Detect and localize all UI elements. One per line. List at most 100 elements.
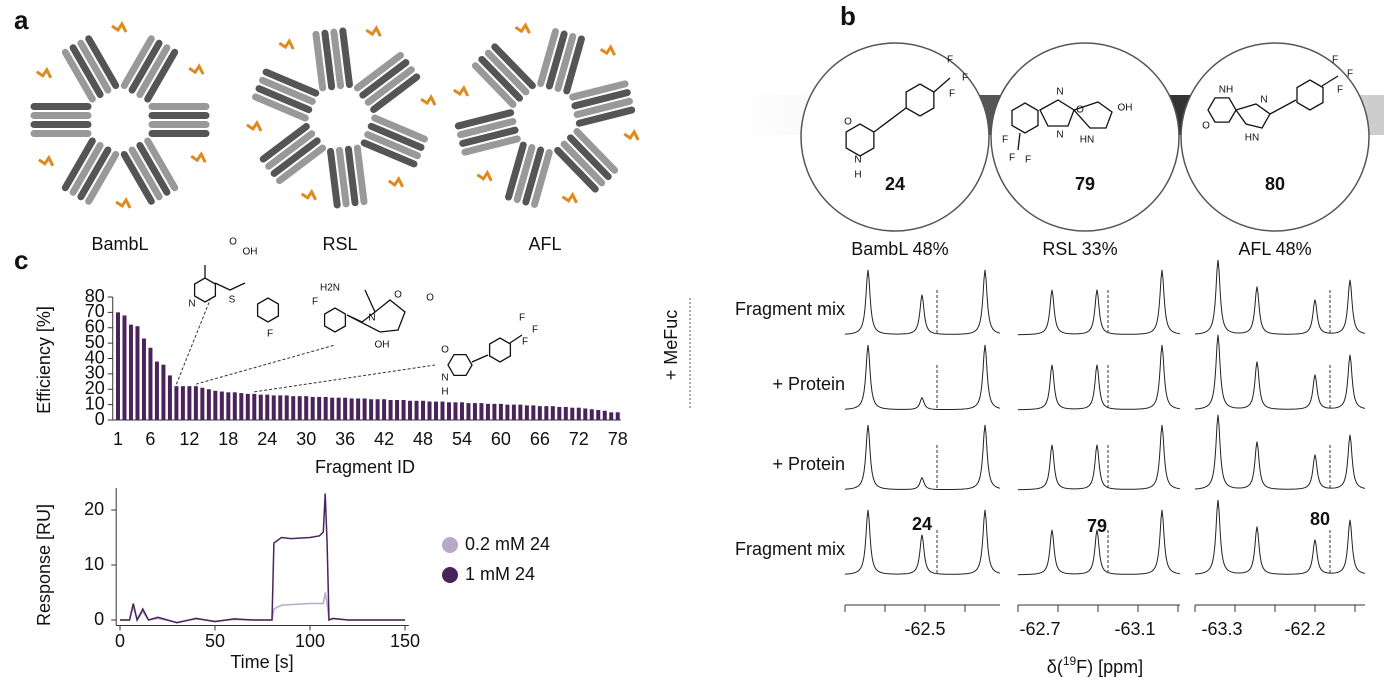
strand <box>364 66 415 106</box>
row-label: + Protein <box>772 374 845 394</box>
ppm-axis-label: δ(19F) [ppm] <box>1047 654 1143 677</box>
bar <box>356 398 361 420</box>
strand <box>537 28 559 88</box>
bar <box>498 403 503 420</box>
residue <box>420 94 437 106</box>
atom-label: H <box>441 387 448 398</box>
bar <box>343 397 348 420</box>
atom-label: N <box>1260 95 1267 106</box>
spectrum <box>1194 259 1366 335</box>
protein-name: AFL <box>528 234 561 254</box>
atom-label: F <box>947 55 953 66</box>
bar <box>323 396 328 420</box>
x-tick-label: 0 <box>115 631 125 651</box>
strand <box>339 27 353 89</box>
atom-label: O <box>1076 105 1084 116</box>
bar <box>317 396 322 420</box>
bar <box>167 375 172 420</box>
bar <box>570 407 575 420</box>
bar <box>395 400 400 420</box>
ligand-id: 80 <box>1265 174 1285 194</box>
strand <box>144 137 179 192</box>
y-tick-label: 20 <box>84 499 104 519</box>
atom-label: H2N <box>320 283 340 294</box>
strand <box>371 114 428 143</box>
atom-label: F <box>1002 135 1008 146</box>
bar <box>291 396 296 420</box>
residue <box>111 21 128 33</box>
bar <box>505 404 510 420</box>
condition-label: + MeFuc <box>661 310 681 381</box>
bar <box>414 400 419 420</box>
bar <box>440 401 445 420</box>
atom-label: N <box>441 373 448 384</box>
strand <box>330 28 345 90</box>
structure <box>193 265 280 323</box>
series-line <box>120 592 405 623</box>
bar <box>122 315 127 420</box>
bar <box>485 403 490 420</box>
residue <box>452 85 470 97</box>
peak-label: 80 <box>1310 509 1330 529</box>
strand <box>262 68 320 97</box>
bar <box>472 403 477 420</box>
leader <box>195 344 336 385</box>
spectrum <box>844 344 1001 411</box>
structure <box>323 289 406 333</box>
bar <box>239 393 244 420</box>
bar <box>115 312 120 420</box>
bar <box>388 400 393 420</box>
structure <box>1011 99 1113 151</box>
strand <box>255 85 313 114</box>
bar <box>492 403 497 420</box>
axis-label-part: 19 <box>1063 654 1077 668</box>
spectrum <box>844 269 1001 335</box>
strand <box>367 122 425 151</box>
strand <box>128 39 163 94</box>
x-tick-label: 12 <box>179 429 199 449</box>
residue <box>188 63 205 75</box>
strand <box>85 35 120 90</box>
panel-label: a <box>14 5 29 35</box>
atom-label: F <box>1009 153 1015 164</box>
strand <box>120 35 155 90</box>
bar <box>148 347 153 420</box>
residue <box>38 154 55 167</box>
x-axis-label: Fragment ID <box>315 457 415 477</box>
strand <box>531 148 553 208</box>
residue <box>246 119 263 132</box>
bar <box>563 406 568 420</box>
atom-label: OH <box>243 247 258 258</box>
y-tick-label: 50 <box>85 332 105 352</box>
strand <box>259 76 316 105</box>
x-tick-label: 48 <box>413 429 433 449</box>
atom-label: F <box>522 337 528 348</box>
bar <box>154 361 159 420</box>
bar <box>576 407 581 420</box>
strand <box>484 49 530 96</box>
strand <box>353 144 368 206</box>
ppm-tick-label: -62.7 <box>1019 619 1060 639</box>
strand <box>327 147 341 209</box>
atom-label: F <box>962 73 968 84</box>
bar <box>245 393 250 420</box>
spectrum <box>1194 334 1366 410</box>
ligand-id: 79 <box>1075 174 1095 194</box>
bar <box>219 391 224 420</box>
atom-label: F <box>1347 69 1353 80</box>
atom-label: O <box>1202 121 1210 132</box>
y-tick-label: 20 <box>85 378 105 398</box>
peak-label: 79 <box>1087 516 1107 536</box>
strand <box>459 126 519 147</box>
bar <box>252 393 257 420</box>
atom-label: O <box>441 345 449 356</box>
spectrum <box>1017 269 1181 336</box>
bar <box>141 338 146 420</box>
bar <box>265 394 270 420</box>
residue <box>476 169 493 182</box>
bar <box>589 409 594 420</box>
x-tick-label: 72 <box>569 429 589 449</box>
bar <box>479 403 484 420</box>
strand <box>128 146 163 201</box>
residue <box>387 175 405 188</box>
